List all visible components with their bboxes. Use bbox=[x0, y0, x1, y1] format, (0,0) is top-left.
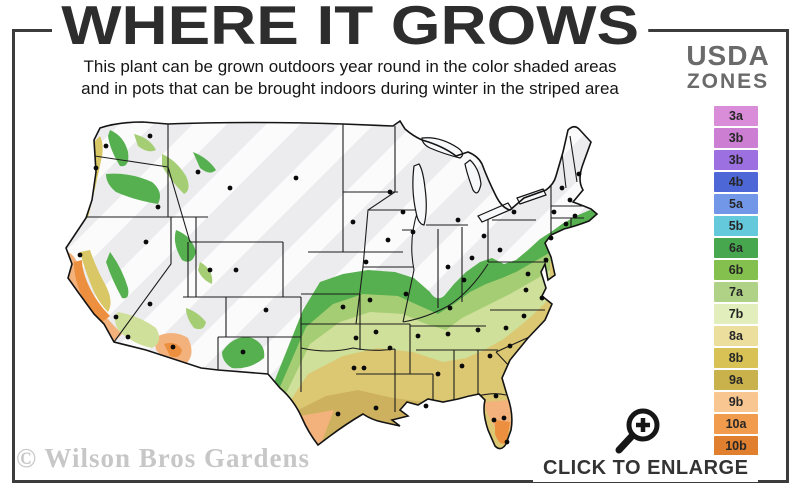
state-borders bbox=[86, 124, 588, 412]
map-region-wa-east-light-green bbox=[134, 134, 156, 152]
map-region-california-coast-orange bbox=[74, 260, 110, 322]
legend-title-zones: ZONES bbox=[686, 70, 770, 93]
zone-chip-5b: 5b bbox=[714, 216, 758, 236]
watermark: © Wilson Bros Gardens bbox=[16, 443, 310, 473]
click-to-enlarge-label[interactable]: CLICK TO ENLARGE bbox=[533, 455, 759, 482]
lake-michigan bbox=[412, 163, 427, 226]
map-region-sierra-green bbox=[106, 252, 129, 299]
zone-chip-10a: 10a bbox=[714, 414, 758, 434]
zone-chip-6b: 6b bbox=[714, 260, 758, 280]
zone-chip-7b: 7b bbox=[714, 304, 758, 324]
zone-chip-8b: 8b bbox=[714, 348, 758, 368]
zone-chip-3b: 3b bbox=[714, 128, 758, 148]
zone-chip-5a: 5a bbox=[714, 194, 758, 214]
usda-zones-legend-title: USDA ZONES bbox=[672, 42, 784, 94]
map-region-cascades-green bbox=[108, 130, 129, 167]
zone-list: 3a 3b 3b 4b 5a 5b 6a 6b 7a 7b 8a 8b 9a 9b 10a 10b bbox=[714, 106, 758, 458]
map-region-nv-az-strip bbox=[186, 308, 206, 330]
us-zone-map-svg bbox=[65, 120, 598, 450]
map-region-central-valley-yellow bbox=[80, 250, 111, 312]
lake-huron bbox=[464, 159, 482, 194]
zone-chip-4b: 4b bbox=[714, 172, 758, 192]
map-region-mojave-pale bbox=[115, 312, 160, 348]
zone-chip-6a: 6a bbox=[714, 238, 758, 258]
map-region-montana-green-patch bbox=[193, 152, 216, 173]
map-region-idaho-light-green bbox=[162, 154, 189, 194]
map-region-south-texas-peach bbox=[300, 410, 334, 446]
zone-chip-9b: 9b bbox=[714, 392, 758, 412]
zone-chip-9a: 9a bbox=[714, 370, 758, 390]
zone-chip-8a: 8a bbox=[714, 326, 758, 346]
zone-chip-3b: 3b bbox=[714, 150, 758, 170]
subtitle-line-2: and in pots that can be brought indoors … bbox=[81, 79, 619, 98]
zone-chip-10b: 10b bbox=[714, 436, 758, 456]
us-zone-map[interactable] bbox=[58, 112, 618, 467]
zone-chip-3a: 3a bbox=[714, 106, 758, 126]
map-region-nevada-green-patch bbox=[174, 230, 196, 262]
magnifier-plus-icon[interactable] bbox=[612, 404, 668, 465]
zone-chip-7a: 7a bbox=[714, 282, 758, 302]
legend-title-usda: USDA bbox=[686, 40, 770, 71]
city-dots bbox=[77, 133, 582, 445]
subtitle-line-1: This plant can be grown outdoors year ro… bbox=[83, 57, 617, 76]
map-region-utah-light-green-patch bbox=[198, 262, 213, 284]
map-region-florida-orange bbox=[495, 420, 510, 444]
page-title: WHERE IT GROWS bbox=[52, 0, 649, 54]
map-region-oregon-green bbox=[106, 173, 160, 204]
map-region-arizona-orange bbox=[164, 342, 182, 358]
subtitle: This plant can be grown outdoors year ro… bbox=[40, 56, 660, 100]
